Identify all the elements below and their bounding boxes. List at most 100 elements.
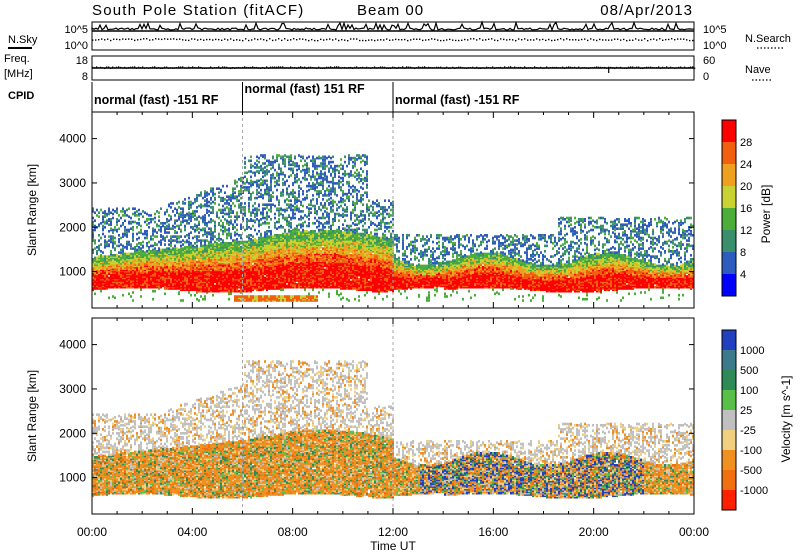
power-cell: [282, 188, 284, 192]
power-cell: [252, 276, 254, 280]
power-cell: [268, 163, 270, 167]
power-cell: [116, 254, 118, 257]
nave-dot: [254, 66, 256, 69]
power-cell: [236, 297, 238, 301]
power-cell: [174, 271, 176, 274]
power-cell: [126, 252, 128, 256]
power-cell: [110, 220, 112, 224]
power-cell: [106, 243, 108, 246]
nave-dot: [546, 66, 548, 68]
power-cell: [236, 260, 238, 264]
power-cell: [254, 174, 256, 177]
nave-tick-top: 60: [703, 55, 715, 67]
power-cell: [210, 250, 212, 253]
power-cell: [236, 250, 238, 253]
power-cell: [216, 211, 218, 214]
power-cell: [172, 259, 174, 262]
power-cell: [240, 236, 242, 240]
power-cell: [206, 289, 208, 293]
power-cell: [288, 155, 290, 159]
power-cell: [252, 180, 254, 184]
power-cell: [178, 224, 180, 228]
power-cell: [106, 268, 108, 272]
power-cell: [240, 284, 242, 288]
power-cell: [234, 242, 236, 245]
power-cell: [210, 211, 212, 214]
power-cell: [198, 231, 200, 234]
power-cell: [278, 248, 280, 252]
power-cell: [208, 204, 210, 208]
power-cell: [192, 244, 194, 248]
power-cell: [286, 198, 288, 201]
power-cell: [228, 297, 230, 301]
power-cell: [182, 268, 184, 272]
power-cell: [264, 234, 266, 237]
power-cell: [156, 267, 158, 270]
power-cell: [212, 250, 214, 253]
power-cell: [244, 250, 246, 253]
nsearch-dot: [605, 39, 607, 41]
power-cell: [194, 271, 196, 274]
power-cell: [218, 267, 220, 270]
power-cell: [126, 271, 128, 274]
power-cell: [224, 226, 226, 229]
power-cell: [98, 260, 100, 264]
power-cell: [286, 252, 288, 256]
power-cell: [248, 236, 250, 240]
power-cell: [170, 264, 172, 268]
power-cell: [108, 255, 110, 258]
power-cell: [216, 263, 218, 266]
power-cell: [258, 276, 260, 280]
power-cell: [152, 280, 154, 284]
power-cell: [230, 222, 232, 225]
power-cell: [238, 289, 240, 293]
power-cell: [130, 271, 132, 274]
power-cell: [244, 160, 246, 164]
power-cell: [124, 228, 126, 232]
power-cell: [234, 256, 236, 260]
nsearch-dot: [476, 39, 478, 41]
power-cell: [242, 246, 244, 249]
power-cell: [268, 170, 270, 173]
power-cell: [262, 295, 264, 298]
power-cell: [186, 254, 188, 257]
power-cell: [222, 240, 224, 244]
power-cell: [248, 219, 250, 222]
nave-dot: [692, 66, 694, 68]
power-cell: [186, 246, 188, 249]
power-cell: [270, 203, 272, 206]
nsearch-dot: [107, 38, 109, 40]
power-cell: [228, 250, 230, 253]
power-cell: [132, 220, 134, 224]
power-cell: [248, 210, 250, 213]
power-cell: [228, 258, 230, 261]
power-cell: [200, 289, 202, 293]
power-cell: [174, 244, 176, 248]
power-cell: [134, 258, 136, 261]
power-cell: [146, 280, 148, 284]
nave-dot: [196, 67, 198, 69]
power-cell: [124, 210, 126, 213]
power-cell: [196, 260, 198, 264]
power-cell: [254, 207, 256, 210]
power-cell: [112, 279, 114, 282]
power-cell: [280, 254, 282, 257]
power-cell: [116, 211, 118, 214]
power-cell: [184, 228, 186, 232]
power-cell: [176, 238, 178, 241]
power-cell: [256, 170, 258, 173]
power-cell: [242, 289, 244, 293]
power-cell: [102, 267, 104, 270]
power-cell: [266, 211, 268, 214]
power-cell: [268, 226, 270, 229]
power-cell: [254, 271, 256, 274]
power-cell: [100, 254, 102, 257]
power-cell: [194, 280, 196, 284]
power-cell: [160, 272, 162, 276]
power-cell: [148, 214, 150, 217]
power-cell: [278, 199, 280, 202]
power-cell: [162, 235, 164, 238]
power-cell: [104, 264, 106, 268]
power-cell: [94, 280, 96, 284]
power-cell: [280, 276, 282, 280]
